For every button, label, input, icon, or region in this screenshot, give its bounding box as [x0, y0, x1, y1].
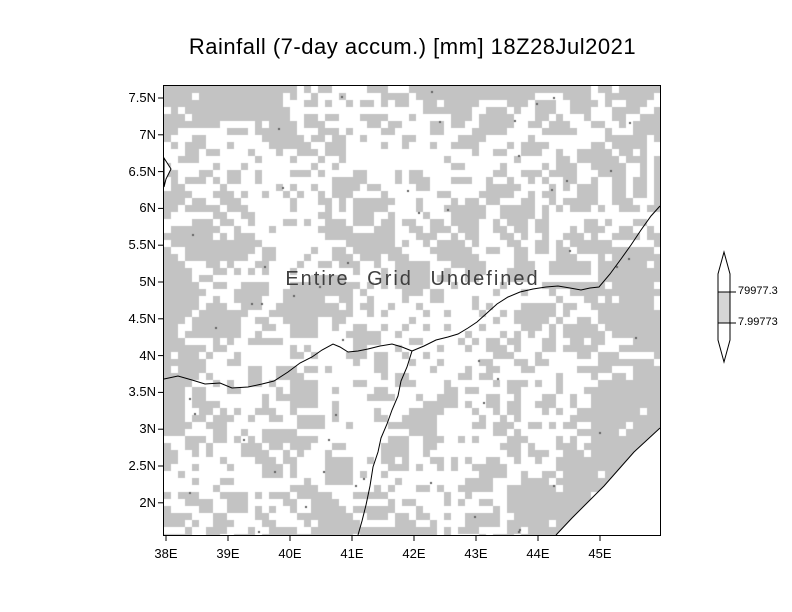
x-tick-label: 44E [526, 546, 550, 561]
x-tick-label: 40E [278, 546, 302, 561]
x-tick-label: 41E [340, 546, 364, 561]
y-tick-label: 6.5N [128, 164, 156, 179]
y-tick-label: 4.5N [128, 311, 156, 326]
colorbar-mid-band [717, 291, 731, 324]
x-tick-label: 42E [402, 546, 426, 561]
y-tick-label: 4N [139, 348, 156, 363]
y-tick-label: 2.5N [128, 458, 156, 473]
x-tick-label: 45E [588, 546, 612, 561]
y-tick-label: 3.5N [128, 384, 156, 399]
y-axis-ticks [158, 97, 164, 504]
x-axis-ticks [165, 535, 601, 541]
plot-title: Rainfall (7-day accum.) [mm] 18Z28Jul202… [188, 34, 637, 59]
colorbar-label-max: 79977.3 [738, 285, 778, 297]
y-tick-label: 3N [139, 421, 156, 436]
undefined-grid-texture [164, 86, 661, 536]
y-tick-label: 2N [139, 495, 156, 510]
y-tick-label: 7.5N [128, 90, 156, 105]
colorbar-label-min: 7.99773 [738, 316, 778, 328]
y-tick-label: 7N [139, 127, 156, 142]
colorbar [717, 250, 736, 364]
x-tick-label: 38E [154, 546, 178, 561]
grid-undefined-label: Entire Grid Undefined [285, 268, 540, 290]
y-tick-label: 5.5N [128, 237, 156, 252]
x-tick-label: 43E [464, 546, 488, 561]
x-tick-label: 39E [216, 546, 240, 561]
y-tick-label: 5N [139, 274, 156, 289]
y-tick-label: 6N [139, 200, 156, 215]
colorbar-shape [717, 250, 731, 364]
